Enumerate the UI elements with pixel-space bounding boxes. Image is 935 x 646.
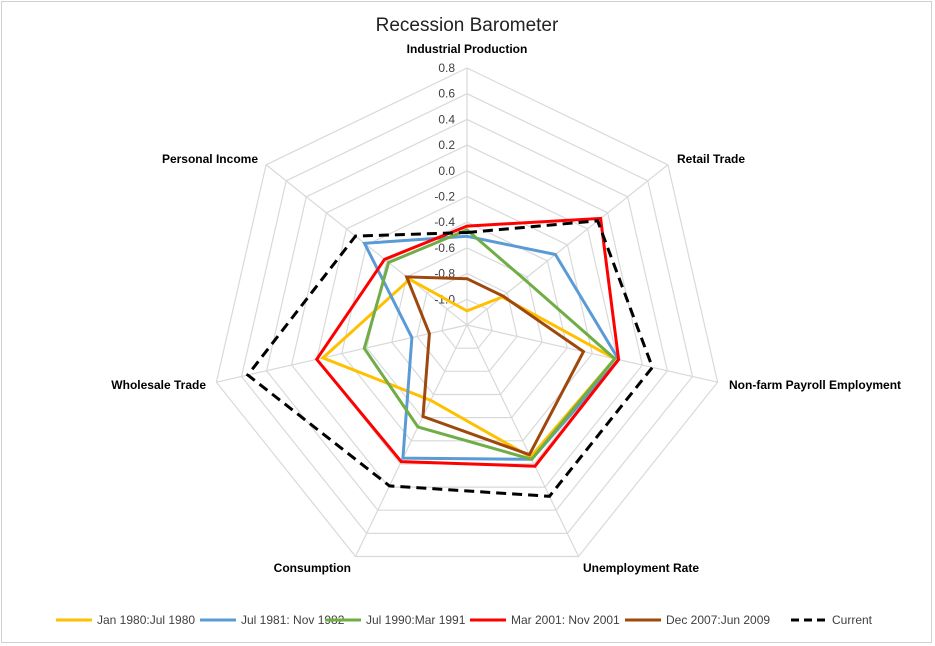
axis-labels: Industrial Production Retail Trade Non-f… [111,42,901,575]
tick-labels: -1.0-0.8-0.6-0.4-0.20.00.20.40.60.8 [434,61,455,306]
grid-ring [391,247,543,396]
tick-label: -0.4 [434,215,455,229]
axis-label-retail-trade: Retail Trade [677,152,745,166]
grid-spoke [466,324,718,383]
tick-label: 0.6 [438,87,455,101]
series-line [320,277,618,459]
tick-label: 0.8 [438,61,455,75]
axis-label-industrial-production: Industrial Production [407,42,528,56]
series-line [362,234,621,461]
grid [215,67,719,558]
grid-spoke [216,324,468,383]
series-line [245,219,655,498]
legend-label: Mar 2001: Nov 2001 [511,613,620,627]
tick-label: 0.4 [438,112,455,126]
axis-label-personal-income: Personal Income [162,152,258,166]
grid-ring [290,144,644,488]
series-line [362,228,617,462]
axis-label-consumption: Consumption [274,561,351,575]
tick-label: 0.2 [438,138,455,152]
grid-spoke [466,324,580,557]
legend: Jan 1980:Jul 1980 Jul 1981: Nov 1982 Jul 1… [56,613,873,627]
series-line [314,216,621,468]
grid-ring [240,93,694,535]
grid-ring [441,298,493,349]
legend-label: Jan 1980:Jul 1980 [97,613,195,627]
grid-ring [215,67,719,558]
axis-label-wholesale-trade: Wholesale Trade [111,378,206,392]
chart-title: Recession Barometer [376,15,559,36]
tick-label: 0.0 [438,164,455,178]
grid-ring [265,118,669,511]
legend-label: Jul 1990:Mar 1991 [366,613,466,627]
grid-spoke [354,324,468,557]
legend-label: Current [832,613,873,627]
tick-label: -0.6 [434,241,455,255]
series-line [404,275,586,457]
grid-spoke [466,164,669,326]
series [245,216,655,498]
grid-ring [366,221,568,419]
axis-label-nonfarm-payroll: Non-farm Payroll Employment [729,378,901,392]
tick-label: -0.2 [434,190,455,204]
axis-label-unemployment-rate: Unemployment Rate [583,561,699,575]
legend-label: Dec 2007:Jun 2009 [666,613,770,627]
legend-label: Jul 1981: Nov 1982 [241,613,345,627]
